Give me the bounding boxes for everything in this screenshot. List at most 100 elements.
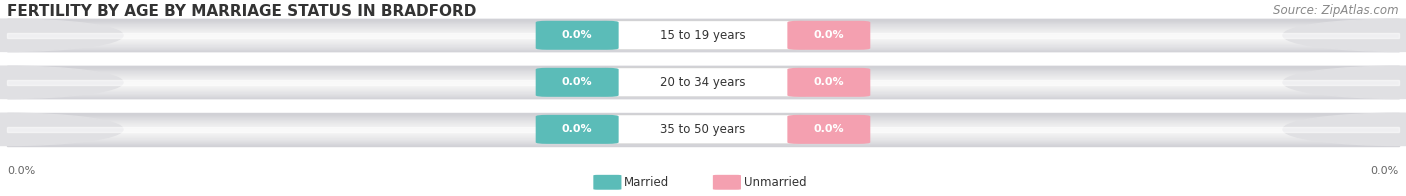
Bar bbox=[7, 138, 1399, 139]
Bar bbox=[7, 93, 1399, 94]
Bar bbox=[7, 129, 1399, 130]
Bar bbox=[7, 143, 1399, 144]
Circle shape bbox=[1282, 66, 1406, 99]
Bar bbox=[7, 47, 1399, 48]
Bar bbox=[7, 78, 1399, 79]
Bar bbox=[7, 69, 1399, 70]
Bar bbox=[7, 139, 1399, 140]
Bar bbox=[7, 136, 1399, 137]
Bar bbox=[7, 85, 1399, 86]
Bar bbox=[7, 113, 1399, 114]
Bar bbox=[7, 90, 1399, 91]
Bar bbox=[7, 116, 1399, 117]
Bar bbox=[7, 80, 1399, 85]
Bar bbox=[7, 126, 1399, 127]
Bar bbox=[7, 67, 1399, 68]
Bar bbox=[7, 73, 1399, 74]
Bar bbox=[7, 41, 1399, 42]
Circle shape bbox=[1282, 19, 1406, 51]
Bar bbox=[7, 137, 1399, 138]
Bar bbox=[7, 46, 1399, 47]
Text: 35 to 50 years: 35 to 50 years bbox=[661, 123, 745, 136]
Bar bbox=[7, 121, 1399, 122]
Bar bbox=[7, 23, 1399, 24]
Bar bbox=[7, 94, 1399, 95]
Bar bbox=[7, 25, 1399, 26]
Text: FERTILITY BY AGE BY MARRIAGE STATUS IN BRADFORD: FERTILITY BY AGE BY MARRIAGE STATUS IN B… bbox=[7, 4, 477, 19]
Bar bbox=[7, 46, 1399, 47]
Bar bbox=[7, 134, 1399, 135]
FancyBboxPatch shape bbox=[536, 115, 619, 144]
Text: 0.0%: 0.0% bbox=[814, 124, 844, 134]
Bar bbox=[7, 117, 1399, 118]
Text: 0.0%: 0.0% bbox=[1371, 166, 1399, 176]
Bar bbox=[7, 142, 1399, 143]
Bar bbox=[7, 35, 1399, 36]
Bar bbox=[7, 32, 1399, 33]
Bar bbox=[7, 144, 1399, 145]
Text: 0.0%: 0.0% bbox=[562, 124, 592, 134]
Bar bbox=[7, 34, 1399, 35]
Bar bbox=[7, 91, 1399, 92]
Bar bbox=[7, 22, 1399, 23]
Text: Married: Married bbox=[624, 176, 669, 189]
Bar bbox=[7, 128, 1399, 129]
Bar bbox=[7, 126, 1399, 127]
Bar bbox=[7, 74, 1399, 75]
Bar bbox=[7, 76, 1399, 77]
Bar bbox=[7, 66, 1399, 67]
Bar bbox=[7, 34, 1399, 35]
Bar bbox=[7, 82, 1399, 83]
Bar bbox=[7, 40, 1399, 41]
Bar bbox=[7, 94, 1399, 95]
Circle shape bbox=[0, 66, 124, 99]
FancyBboxPatch shape bbox=[787, 115, 870, 144]
Bar bbox=[7, 92, 1399, 93]
Bar bbox=[7, 89, 1399, 90]
Bar bbox=[7, 78, 1399, 79]
Bar bbox=[7, 114, 1399, 115]
Bar bbox=[7, 31, 1399, 32]
Circle shape bbox=[0, 19, 124, 51]
Bar bbox=[7, 141, 1399, 142]
Bar bbox=[7, 123, 1399, 124]
Bar bbox=[7, 32, 1399, 33]
Bar bbox=[7, 93, 1399, 94]
Bar bbox=[7, 39, 1399, 40]
Bar bbox=[7, 70, 1399, 71]
Bar bbox=[7, 115, 1399, 116]
FancyBboxPatch shape bbox=[713, 175, 741, 190]
Bar bbox=[7, 81, 1399, 82]
Bar bbox=[7, 48, 1399, 49]
Bar bbox=[7, 44, 1399, 45]
Bar bbox=[7, 68, 1399, 69]
Bar bbox=[7, 28, 1399, 29]
Bar bbox=[7, 51, 1399, 52]
Bar bbox=[7, 122, 1399, 123]
Bar bbox=[7, 43, 1399, 44]
Bar bbox=[7, 139, 1399, 140]
Bar bbox=[7, 80, 1399, 81]
FancyBboxPatch shape bbox=[787, 68, 870, 97]
Bar bbox=[7, 85, 1399, 86]
Bar bbox=[7, 125, 1399, 126]
Text: Unmarried: Unmarried bbox=[744, 176, 807, 189]
Bar bbox=[7, 130, 1399, 131]
Text: 0.0%: 0.0% bbox=[7, 166, 35, 176]
Bar bbox=[7, 118, 1399, 119]
FancyBboxPatch shape bbox=[787, 21, 870, 50]
FancyBboxPatch shape bbox=[593, 175, 621, 190]
Bar bbox=[7, 133, 1399, 134]
Bar bbox=[7, 79, 1399, 80]
Text: 15 to 19 years: 15 to 19 years bbox=[661, 29, 745, 42]
Bar bbox=[7, 92, 1399, 93]
Bar bbox=[7, 117, 1399, 118]
FancyBboxPatch shape bbox=[600, 21, 806, 50]
Bar bbox=[7, 120, 1399, 121]
Circle shape bbox=[1282, 113, 1406, 145]
Bar bbox=[7, 132, 1399, 133]
Bar bbox=[7, 130, 1399, 131]
Bar bbox=[7, 29, 1399, 30]
Bar bbox=[7, 38, 1399, 39]
Bar bbox=[7, 71, 1399, 72]
